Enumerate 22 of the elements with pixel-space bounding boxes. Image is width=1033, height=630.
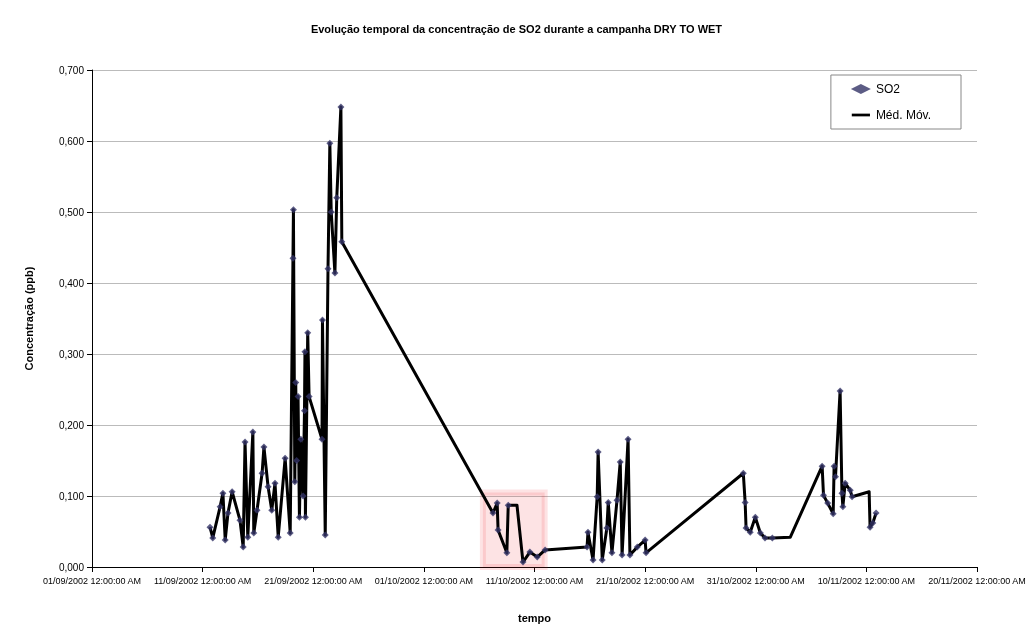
y-tick-label: 0,300 (58, 348, 85, 360)
x-tick-label: 21/09/2002 12:00:00 AM (264, 575, 363, 586)
y-tick-label: 0,200 (58, 419, 85, 431)
legend-label: Méd. Móv. (875, 108, 931, 122)
x-tick-label: 20/11/2002 12:00:00 AM (928, 575, 1026, 586)
x-tick-label: 21/10/2002 12:00:00 AM (596, 575, 695, 586)
y-tick-label: 0,500 (58, 206, 85, 218)
y-tick-label: 0,400 (58, 277, 85, 289)
x-tick-label: 11/10/2002 12:00:00 AM (485, 575, 584, 586)
x-tick-label: 10/11/2002 12:00:00 AM (817, 575, 916, 586)
y-tick-label: 0,600 (58, 135, 85, 147)
y-tick-label: 0,700 (58, 64, 85, 76)
y-tick-label: 0,100 (58, 490, 85, 502)
x-tick-label: 01/10/2002 12:00:00 AM (374, 575, 473, 586)
y-tick-label: 0,000 (58, 561, 85, 573)
x-axis-title: tempo (518, 611, 552, 624)
legend-label: SO2 (875, 82, 901, 96)
y-axis-title: Concentração (ppb) (22, 266, 35, 371)
chart-title: Evolução temporal da concentração de SO2 durante a campanha DRY TO WET (310, 22, 723, 35)
x-tick-label: 11/09/2002 12:00:00 AM (153, 575, 252, 586)
x-tick-label: 01/09/2002 12:00:00 AM (42, 575, 142, 586)
x-tick-label: 31/10/2002 12:00:00 AM (706, 575, 805, 586)
